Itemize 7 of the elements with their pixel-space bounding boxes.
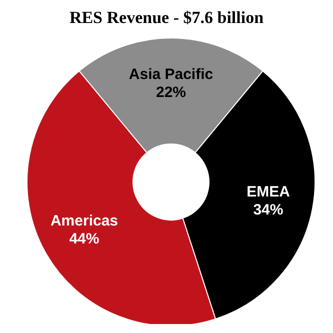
data-label: 44% (69, 230, 100, 248)
data-label: 22% (156, 84, 186, 101)
data-label: 34% (253, 202, 284, 219)
slice-label: EMEA (246, 184, 290, 201)
slice-label: Asia Pacific (128, 66, 214, 83)
slice-label: Americas (50, 212, 118, 230)
chart-title: RES Revenue - $7.6 billion (68, 8, 265, 28)
